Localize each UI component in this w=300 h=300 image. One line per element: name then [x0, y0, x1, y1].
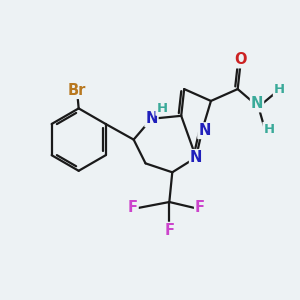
Text: N: N — [251, 96, 263, 111]
Text: Br: Br — [68, 83, 86, 98]
Text: O: O — [234, 52, 247, 68]
Text: N: N — [198, 123, 211, 138]
Text: H: H — [263, 123, 274, 136]
Text: F: F — [164, 223, 174, 238]
Text: N: N — [190, 150, 202, 165]
Text: H: H — [156, 102, 167, 115]
Text: N: N — [145, 111, 158, 126]
Text: F: F — [195, 200, 205, 215]
Text: H: H — [274, 82, 285, 96]
Text: F: F — [128, 200, 138, 215]
